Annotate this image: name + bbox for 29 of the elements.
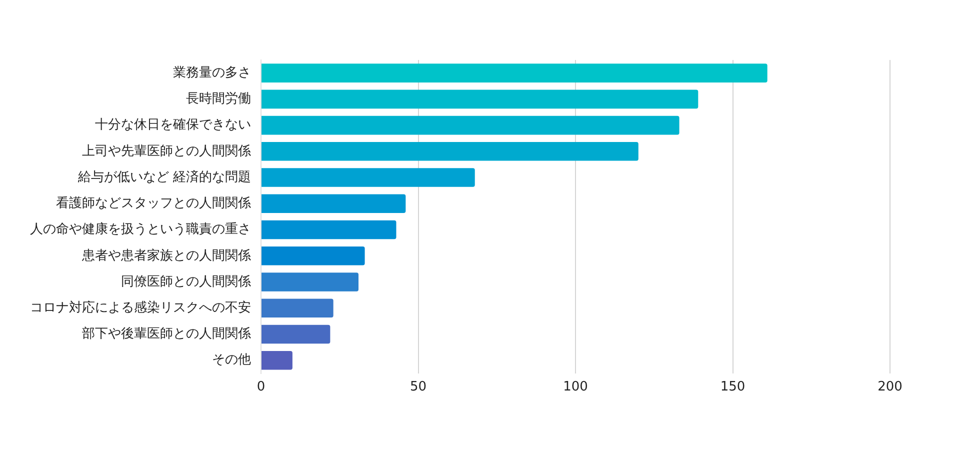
x-tick-label: 50 bbox=[410, 380, 427, 395]
bar bbox=[262, 142, 638, 161]
bar bbox=[262, 246, 365, 266]
x-tick-label: 100 bbox=[563, 380, 588, 395]
y-tick-label: 長時間労働 bbox=[186, 92, 251, 107]
y-tick-label: 給与が低いなど 経済的な問題 bbox=[76, 168, 251, 185]
y-tick-label: 同僚医師との人間関係 bbox=[121, 274, 251, 290]
bar bbox=[262, 194, 406, 214]
y-tick-label: コロナ対応による感染リスクへの不安 bbox=[30, 299, 251, 316]
bar bbox=[262, 168, 475, 187]
bar bbox=[262, 90, 698, 109]
bar bbox=[262, 64, 768, 82]
y-tick-label: 患者や患者家族との人間関係 bbox=[81, 247, 251, 264]
x-tick-label: 200 bbox=[878, 380, 902, 395]
y-tick-label: 看護師などスタッフとの人間関係 bbox=[56, 196, 251, 212]
y-tick-label: 上司や先輩医師との人間関係 bbox=[82, 144, 251, 159]
bar bbox=[262, 298, 334, 318]
y-tick-label: 十分な休日を確保できない bbox=[95, 118, 251, 133]
bar bbox=[262, 324, 330, 344]
x-tick-label: 0 bbox=[256, 380, 266, 395]
y-tick-label: 業務量の多さ bbox=[173, 65, 251, 80]
bar bbox=[262, 116, 680, 135]
bar bbox=[262, 350, 292, 370]
bar bbox=[262, 272, 358, 292]
y-tick-label: 部下や後輩医師との人間関係 bbox=[82, 326, 251, 342]
y-tick-label: 人の命や健康を扱うという職責の重さ bbox=[30, 222, 251, 238]
bar bbox=[262, 220, 396, 240]
x-tick-label: 150 bbox=[720, 380, 746, 395]
y-tick-label: その他 bbox=[212, 352, 251, 368]
